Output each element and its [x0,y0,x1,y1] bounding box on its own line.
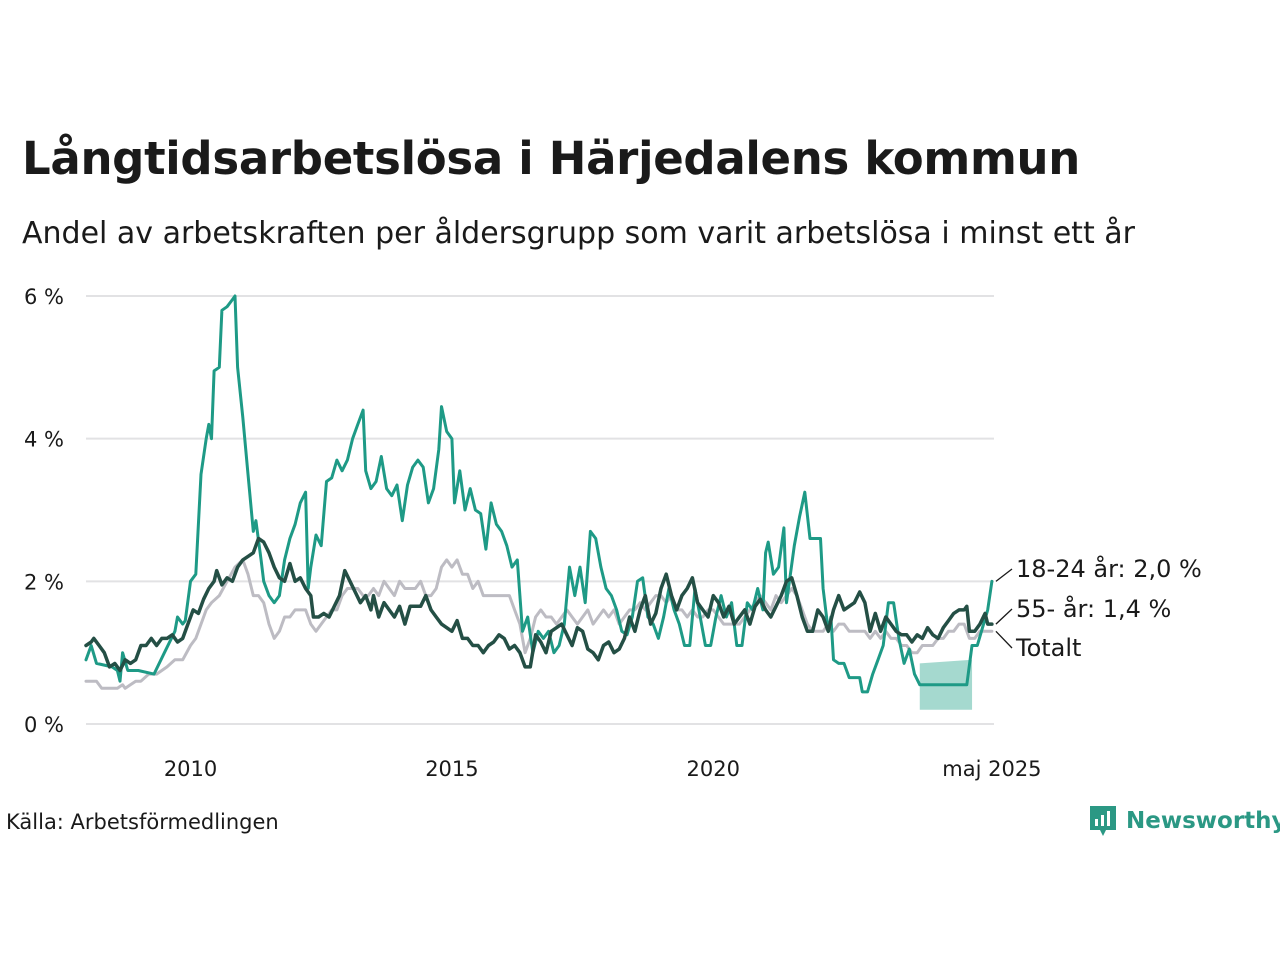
series-line-1 [84,536,994,673]
y-tick-label: 2 % [24,570,64,594]
leader-line [995,608,1013,625]
newsworthy-logo-icon [1090,806,1116,836]
source-note: Källa: Arbetsförmedlingen [6,810,279,834]
end-label: 18-24 år: 2,0 % [1016,554,1202,583]
leader-line [995,630,1013,649]
x-tick-label: 2015 [425,757,478,781]
series-group [84,294,994,710]
grid-lines [86,295,994,725]
chart-title: Långtidsarbetslösa i Härjedalens kommun [22,132,1081,185]
series-line-0 [84,294,994,694]
brand-logo: Newsworthy [1088,804,1280,838]
series-line-2 [84,558,994,690]
x-tick-label: 2020 [687,757,740,781]
brand-name: Newsworthy [1126,808,1280,834]
chart-subtitle: Andel av arbetskraften per åldersgrupp s… [22,216,1135,251]
y-tick-label: 6 % [24,285,64,309]
y-tick-label: 0 % [24,713,64,737]
end-labels: 18-24 år: 2,0 % 55- år: 1,4 % Totalt [995,554,1202,662]
end-label: Totalt [1015,634,1081,662]
end-label: 55- år: 1,4 % [1016,594,1171,623]
x-tick-label: 2010 [164,757,217,781]
x-tick-label: maj 2025 [942,757,1041,781]
x-axis: 2010 2015 2020 maj 2025 [164,757,1042,781]
y-tick-label: 4 % [24,428,64,452]
leader-line [995,568,1013,582]
y-axis: 0 % 2 % 4 % 6 % [24,285,64,737]
